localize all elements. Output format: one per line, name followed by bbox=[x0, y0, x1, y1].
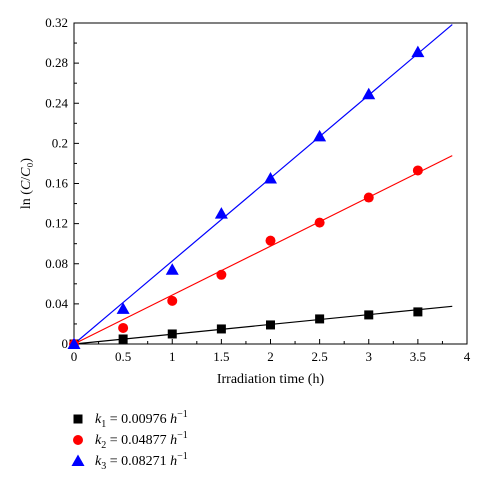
data-point-series-3 bbox=[67, 337, 81, 349]
y-tick-label: 0.04 bbox=[45, 296, 68, 311]
legend-marker-3 bbox=[71, 454, 85, 466]
plot-frame bbox=[73, 22, 468, 345]
y-axis-label-part: C bbox=[19, 167, 34, 177]
y-axis-label-part: / bbox=[19, 177, 34, 181]
legend-subscript: 3 bbox=[101, 461, 106, 472]
data-point-series-3 bbox=[214, 207, 228, 219]
data-point-series-2 bbox=[265, 235, 276, 246]
x-axis-label: Irradiation time (h) bbox=[217, 372, 325, 387]
legend-k: k bbox=[95, 454, 102, 469]
legend-entry-3: k3 = 0.08271 h−1 bbox=[95, 451, 188, 472]
data-point-series-3 bbox=[313, 129, 327, 142]
legend-subscript: 1 bbox=[101, 419, 106, 430]
y-tick-label: 0.2 bbox=[52, 135, 68, 150]
y-axis-label: ln (C/C₀) bbox=[19, 158, 34, 210]
data-point-series-2 bbox=[412, 165, 423, 176]
x-tick-label: 2.5 bbox=[312, 349, 328, 364]
data-point-series-3 bbox=[264, 171, 277, 184]
y-tick-label: 0.16 bbox=[45, 176, 68, 191]
data-point-series-1 bbox=[413, 307, 423, 317]
fit-line-1 bbox=[73, 305, 453, 345]
data-point-series-2 bbox=[314, 217, 325, 228]
y-tick-label: 0.08 bbox=[45, 256, 68, 271]
data-point-series-1 bbox=[266, 320, 275, 330]
legend-value: = 0.08271 bbox=[106, 454, 170, 469]
data-point-series-3 bbox=[362, 87, 376, 100]
x-tick-label: 2 bbox=[267, 349, 274, 364]
data-point-series-2 bbox=[216, 269, 227, 280]
legend: k1 = 0.00976 h−1k2 = 0.04877 h−1k3 = 0.0… bbox=[71, 409, 188, 472]
data-point-series-3 bbox=[165, 263, 179, 275]
y-tick-label: 0.32 bbox=[45, 15, 68, 30]
data-point-series-2 bbox=[363, 192, 374, 203]
data-point-series-1 bbox=[216, 324, 226, 334]
legend-k: k bbox=[95, 412, 102, 427]
legend-exponent: −1 bbox=[177, 451, 188, 462]
data-point-series-1 bbox=[364, 310, 374, 320]
x-tick-label: 0.5 bbox=[115, 349, 131, 364]
fit-line-3 bbox=[73, 24, 453, 345]
y-axis-label-part: ) bbox=[19, 158, 34, 163]
legend-value: = 0.04877 bbox=[106, 433, 170, 448]
x-tick-label: 4 bbox=[464, 349, 471, 364]
x-tick-label: 3.5 bbox=[410, 349, 426, 364]
y-axis-label-part: ln ( bbox=[19, 190, 34, 209]
data-point-series-1 bbox=[167, 329, 177, 339]
y-axis-label-part: ₀ bbox=[19, 162, 34, 167]
data-point-series-2 bbox=[118, 322, 129, 333]
y-axis-label-part: C bbox=[19, 180, 34, 190]
y-tick-label: 0.12 bbox=[45, 216, 68, 231]
legend-exponent: −1 bbox=[177, 409, 188, 420]
data-point-series-3 bbox=[116, 302, 130, 314]
x-tick-label: 1 bbox=[169, 349, 176, 364]
legend-value: = 0.00976 bbox=[106, 412, 170, 427]
legend-entry-1: k1 = 0.00976 h−1 bbox=[95, 409, 188, 430]
data-point-series-1 bbox=[118, 334, 128, 344]
y-tick-label: 0 bbox=[62, 336, 69, 351]
y-tick-label: 0.28 bbox=[45, 55, 68, 70]
data-point-series-3 bbox=[411, 45, 425, 58]
legend-unit: h bbox=[170, 433, 177, 448]
data-point-series-1 bbox=[315, 314, 325, 324]
x-tick-label: 3 bbox=[366, 349, 373, 364]
fit-lines bbox=[73, 24, 453, 345]
legend-entry-2: k2 = 0.04877 h−1 bbox=[95, 430, 188, 451]
y-tick-label: 0.24 bbox=[45, 95, 68, 110]
x-tick-label: 0 bbox=[71, 349, 78, 364]
legend-exponent: −1 bbox=[177, 430, 188, 441]
legend-marker-2 bbox=[73, 435, 83, 445]
legend-unit: h bbox=[170, 412, 177, 427]
legend-unit: h bbox=[170, 454, 177, 469]
fit-line-2 bbox=[73, 155, 453, 345]
data-points bbox=[67, 45, 425, 349]
data-point-series-2 bbox=[167, 295, 178, 306]
x-tick-label: 1.5 bbox=[213, 349, 229, 364]
plot-axes: 0 0.5 1 1.5 2 2.5 3 3.5 4 0 0.04 0.08 0.12 0.16 0.2 0.2… bbox=[45, 15, 471, 364]
legend-subscript: 2 bbox=[101, 440, 106, 451]
legend-marker-1 bbox=[73, 414, 83, 424]
legend-k: k bbox=[95, 433, 102, 448]
